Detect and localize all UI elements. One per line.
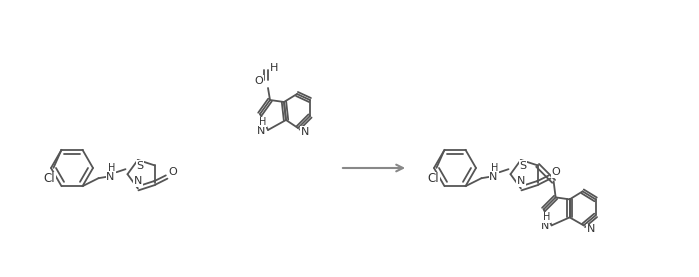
Text: H: H (491, 163, 498, 173)
Text: S: S (136, 161, 143, 171)
Text: Cl: Cl (43, 172, 55, 185)
Text: S: S (519, 161, 526, 171)
Text: O: O (552, 167, 560, 177)
Text: N: N (517, 176, 525, 186)
Text: H: H (259, 117, 267, 127)
Text: N: N (540, 221, 549, 231)
Text: O: O (254, 76, 264, 86)
Text: Cl: Cl (428, 172, 439, 185)
Text: H: H (543, 212, 550, 222)
Text: N: N (301, 127, 309, 137)
Text: H: H (270, 63, 278, 73)
Text: N: N (134, 176, 142, 186)
Text: H: H (108, 163, 115, 173)
Text: N: N (257, 126, 265, 136)
Text: O: O (168, 167, 177, 177)
Text: N: N (489, 172, 498, 182)
Text: N: N (586, 224, 595, 234)
Text: N: N (106, 172, 115, 182)
